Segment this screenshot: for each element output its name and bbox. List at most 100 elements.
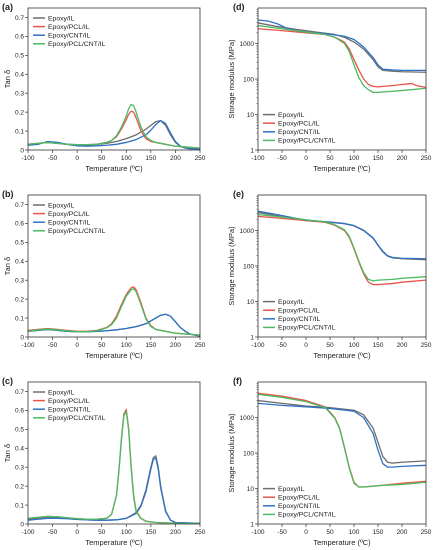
x-tick-label: -100 — [21, 529, 34, 536]
y-tick-label: 10 — [247, 112, 255, 119]
legend: Epoxy/ILEpoxy/PCL/ILEpoxy/CNT/ILEpoxy/PC… — [263, 486, 336, 519]
series-line-0 — [258, 211, 426, 261]
legend-label: Epoxy/PCL/IL — [48, 24, 90, 31]
x-tick-label: -50 — [48, 529, 58, 536]
y-tick-label: 1000 — [240, 228, 255, 235]
x-tick-label: 150 — [373, 529, 384, 536]
series-line-2 — [258, 402, 426, 468]
x-tick-label: 50 — [326, 155, 334, 162]
legend-label: Epoxy/PCL/CNT/IL — [278, 325, 336, 332]
x-tick-label: -50 — [48, 342, 58, 349]
chart-panel-5: (f) -100 -50 0 50 100 150 200 250 1 10 100 1000 Tempe… — [227, 376, 432, 547]
x-tick-label: -100 — [251, 342, 264, 349]
y-axis-title: Storage modulus (MPa) — [227, 413, 236, 493]
x-tick-label: 100 — [349, 342, 360, 349]
legend-label: Epoxy/PCL/CNT/IL — [278, 512, 336, 519]
plot-frame — [27, 7, 201, 151]
x-tick-label: 250 — [195, 342, 206, 349]
x-tick-label: 0 — [304, 529, 308, 536]
series-line-2 — [28, 457, 200, 524]
x-axis-title: Temperature (ºC) — [85, 538, 143, 547]
y-tick-label: 0.3 — [15, 91, 24, 98]
y-tick-label: 0.4 — [15, 259, 24, 266]
y-axis-title: Tan δ — [3, 444, 12, 462]
x-tick-label: 100 — [121, 155, 132, 162]
panel-label: (f) — [233, 376, 242, 386]
x-tick-label: 50 — [326, 342, 334, 349]
x-tick-label: 250 — [195, 155, 206, 162]
y-tick-label: 0.3 — [15, 278, 24, 285]
legend-label: Epoxy/PCL/IL — [278, 308, 320, 315]
x-tick-label: 0 — [304, 342, 308, 349]
y-tick-label: 0.1 — [15, 128, 24, 135]
x-tick-label: 50 — [326, 529, 334, 536]
x-tick-label: 200 — [397, 342, 408, 349]
x-axis-title: Temperature (ºC) — [313, 351, 371, 360]
legend-label: Epoxy/CNT/IL — [278, 503, 321, 510]
legend-label: Epoxy/PCL/CNT/IL — [48, 415, 106, 422]
panel-label: (c) — [2, 376, 13, 386]
x-tick-label: 150 — [145, 342, 156, 349]
y-tick-label: 0.2 — [15, 109, 24, 116]
x-tick-label: 100 — [121, 342, 132, 349]
y-tick-label: 1000 — [240, 41, 255, 48]
x-tick-label: 200 — [397, 529, 408, 536]
legend-label: Epoxy/IL — [48, 202, 75, 209]
chart-panel-2: (b) -100 -50 0 50 100 150 200 250 0 0.1 0.2 0.3 0.4 0.… — [2, 189, 206, 360]
legend-label: Epoxy/IL — [278, 299, 305, 306]
y-axis-title: Storage modulus (MPa) — [227, 226, 236, 306]
x-tick-label: 200 — [170, 529, 181, 536]
legend: Epoxy/ILEpoxy/PCL/ILEpoxy/CNT/ILEpoxy/PC… — [33, 389, 106, 422]
series-line-3 — [28, 410, 200, 524]
x-tick-label: -100 — [251, 155, 264, 162]
legend: Epoxy/ILEpoxy/PCL/ILEpoxy/CNT/ILEpoxy/PC… — [263, 112, 336, 145]
y-tick-label: 1 — [250, 147, 254, 154]
x-tick-label: 250 — [421, 342, 432, 349]
x-tick-label: 0 — [75, 155, 79, 162]
y-tick-label: 0.7 — [15, 389, 24, 396]
legend: Epoxy/ILEpoxy/PCL/ILEpoxy/CNT/ILEpoxy/PC… — [33, 15, 106, 48]
x-tick-label: 100 — [121, 529, 132, 536]
y-tick-label: 0.6 — [15, 408, 24, 415]
y-tick-label: 0.6 — [15, 221, 24, 228]
y-tick-label: 0 — [20, 147, 24, 154]
y-tick-label: 0.5 — [15, 53, 24, 60]
series-line-1 — [258, 215, 426, 286]
x-tick-label: -100 — [21, 342, 34, 349]
x-tick-label: -50 — [48, 155, 58, 162]
series-line-3 — [258, 213, 426, 282]
x-tick-label: 50 — [98, 342, 106, 349]
y-tick-label: 0.1 — [15, 502, 24, 509]
series-line-3 — [258, 393, 426, 488]
x-tick-label: 250 — [421, 155, 432, 162]
legend: Epoxy/ILEpoxy/PCL/ILEpoxy/CNT/ILEpoxy/PC… — [33, 202, 106, 235]
x-tick-label: 200 — [170, 342, 181, 349]
x-tick-label: 150 — [373, 155, 384, 162]
x-tick-label: 250 — [195, 529, 206, 536]
panel-label: (d) — [233, 2, 245, 12]
legend-label: Epoxy/IL — [278, 112, 305, 119]
x-tick-label: -50 — [277, 342, 287, 349]
y-tick-label: 1000 — [240, 415, 255, 422]
x-tick-label: 150 — [145, 155, 156, 162]
legend-label: Epoxy/PCL/IL — [278, 121, 320, 128]
x-axis-title: Temperature (ºC) — [85, 351, 143, 360]
legend: Epoxy/ILEpoxy/PCL/ILEpoxy/CNT/ILEpoxy/PC… — [263, 299, 336, 332]
x-axis-title: Temperature (ºC) — [85, 164, 143, 173]
x-tick-label: -100 — [251, 529, 264, 536]
legend-label: Epoxy/PCL/CNT/IL — [48, 41, 106, 48]
legend-label: Epoxy/CNT/IL — [48, 220, 91, 227]
series-line-1 — [258, 28, 426, 89]
y-tick-label: 0.3 — [15, 465, 24, 472]
x-tick-label: -100 — [21, 155, 34, 162]
legend-label: Epoxy/IL — [48, 389, 75, 396]
x-tick-label: 50 — [98, 155, 106, 162]
chart-panel-4: (c) -100 -50 0 50 100 150 200 250 0 0.1 0.2 0.3 0.4 0.… — [2, 376, 206, 547]
x-tick-label: -50 — [277, 155, 287, 162]
y-tick-label: 100 — [243, 450, 254, 457]
legend-label: Epoxy/CNT/IL — [48, 33, 91, 40]
x-tick-label: 150 — [145, 529, 156, 536]
x-tick-label: 200 — [170, 155, 181, 162]
series-line-2 — [28, 120, 200, 150]
